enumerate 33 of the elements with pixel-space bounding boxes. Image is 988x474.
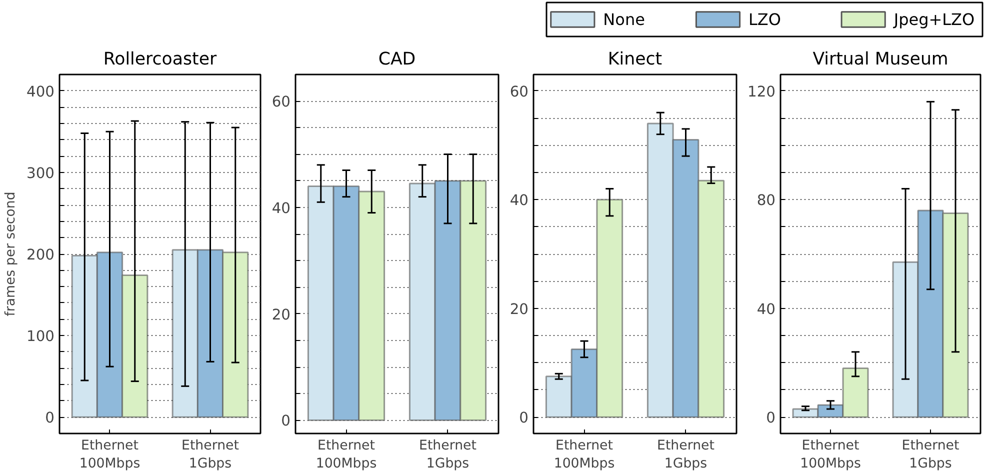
y-axis-title: frames per second (4, 192, 19, 316)
legend-label: Jpeg+LZO (892, 10, 975, 29)
chart-title: Virtual Museum (812, 50, 948, 70)
y-tick-label: 0 (519, 410, 529, 427)
y-tick-label: 20 (272, 306, 291, 324)
x-tick-label: Ethernet 100Mbps (79, 438, 140, 472)
chart-title: Kinect (608, 50, 662, 70)
y-tick-label: 400 (26, 83, 55, 100)
y-tick-label: 120 (748, 83, 776, 100)
legend-label: LZO (748, 10, 781, 29)
x-tick-label: Ethernet 1Gbps (419, 438, 476, 472)
x-tick-label: Ethernet 100Mbps (316, 438, 377, 472)
y-tick-label: 40 (272, 200, 291, 217)
x-tick-label: Ethernet 1Gbps (657, 438, 714, 472)
x-tick-label: Ethernet 100Mbps (554, 438, 615, 472)
x-tick-label: Ethernet 1Gbps (182, 438, 239, 472)
y-tick-label: 100 (26, 328, 55, 346)
y-tick-label: 0 (45, 410, 55, 427)
y-tick-label: 80 (756, 192, 776, 210)
y-tick-label: 40 (756, 300, 776, 318)
y-tick-label: 0 (281, 412, 291, 430)
legend-label: None (603, 10, 645, 29)
y-tick-label: 40 (510, 192, 529, 210)
x-tick-label: Ethernet 1Gbps (902, 438, 960, 472)
x-tick-label: Ethernet 100Mbps (800, 438, 861, 472)
y-tick-label: 200 (26, 246, 55, 264)
y-tick-label: 20 (510, 300, 529, 318)
y-tick-label: 60 (510, 83, 529, 100)
y-tick-label: 60 (272, 94, 291, 111)
chart-title: Rollercoaster (103, 50, 218, 70)
y-tick-label: 300 (26, 164, 55, 182)
chart-title: CAD (378, 50, 416, 70)
y-tick-label: 0 (766, 410, 776, 427)
